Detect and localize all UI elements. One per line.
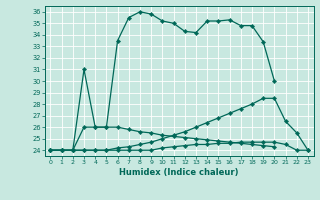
X-axis label: Humidex (Indice chaleur): Humidex (Indice chaleur)	[119, 168, 239, 177]
